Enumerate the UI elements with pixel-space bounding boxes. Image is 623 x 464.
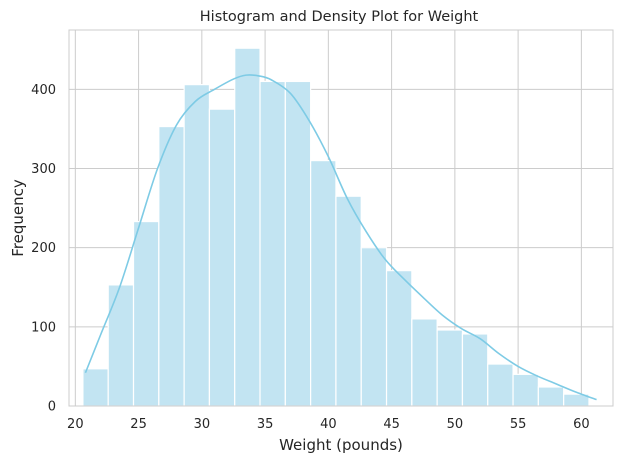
histogram-bar bbox=[259, 80, 286, 407]
chart-title: Histogram and Density Plot for Weight bbox=[200, 9, 479, 25]
y-tick-label: 400 bbox=[31, 83, 56, 98]
histogram-bar bbox=[208, 108, 236, 407]
x-tick-label: 50 bbox=[447, 417, 464, 432]
x-tick-labels: 20 25 30 35 40 45 50 55 60 bbox=[67, 417, 590, 432]
x-tick-label: 45 bbox=[383, 417, 400, 432]
histogram-bar bbox=[537, 386, 565, 407]
y-axis-title: Frequency bbox=[9, 179, 27, 257]
y-tick-labels: 0 100 200 300 400 bbox=[31, 83, 56, 415]
histogram-bar bbox=[183, 84, 211, 407]
x-tick-label: 40 bbox=[320, 417, 337, 432]
x-axis-title: Weight (pounds) bbox=[279, 436, 403, 454]
histogram-bar bbox=[335, 195, 362, 407]
histogram-bar bbox=[310, 160, 337, 407]
x-tick-label: 25 bbox=[130, 417, 147, 432]
histogram-bar bbox=[284, 80, 312, 407]
histogram-bar bbox=[107, 284, 135, 407]
histogram-bar bbox=[234, 47, 261, 407]
histogram-bar bbox=[436, 329, 464, 407]
histogram-bars bbox=[82, 47, 590, 407]
histogram-bar bbox=[82, 368, 109, 407]
histogram-bar bbox=[360, 247, 388, 407]
histogram-bar bbox=[411, 318, 438, 407]
y-tick-label: 100 bbox=[31, 320, 56, 335]
plot-frame bbox=[68, 29, 614, 407]
y-tick-label: 300 bbox=[31, 162, 56, 177]
histogram-bar bbox=[158, 125, 185, 407]
histogram-bar bbox=[461, 333, 489, 407]
x-tick-label: 55 bbox=[510, 417, 527, 432]
histogram-bar bbox=[487, 363, 514, 407]
y-tick-label: 0 bbox=[48, 400, 56, 415]
x-tick-label: 60 bbox=[573, 417, 590, 432]
x-tick-label: 35 bbox=[257, 417, 274, 432]
histogram-bar bbox=[512, 373, 539, 407]
density-curve bbox=[84, 74, 597, 401]
y-tick-label: 200 bbox=[31, 241, 56, 256]
histogram-bar bbox=[132, 220, 160, 407]
histogram-bar bbox=[385, 270, 413, 407]
x-tick-label: 30 bbox=[194, 417, 211, 432]
x-tick-label: 20 bbox=[67, 417, 84, 432]
